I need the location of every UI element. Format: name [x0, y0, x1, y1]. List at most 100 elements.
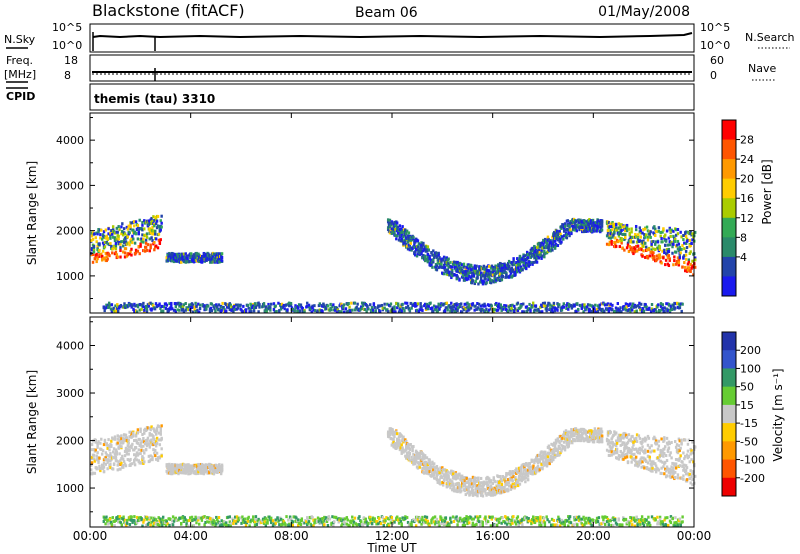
echo-cell [105, 458, 108, 462]
echo-cell [475, 269, 478, 273]
echo-cell [684, 253, 688, 257]
echo-cell [321, 304, 324, 308]
echo-cell [625, 246, 629, 250]
echo-cell [137, 448, 140, 452]
echo-cell [547, 238, 551, 242]
echo-cell [139, 427, 142, 431]
echo-cell [214, 252, 217, 256]
echo-cell [613, 223, 616, 227]
echo-cell [168, 462, 171, 466]
echo-cell [198, 307, 202, 311]
echo-cell [441, 475, 444, 479]
echo-cell [274, 304, 277, 308]
echo-cell [313, 304, 316, 308]
echo-cell [632, 305, 636, 309]
echo-cell [111, 450, 115, 454]
echo-cell [117, 234, 120, 238]
nsky-label: N.Sky [4, 33, 36, 46]
echo-cell [156, 246, 160, 250]
echo-cell [148, 433, 151, 437]
echo-cell [134, 251, 138, 255]
echo-cell [488, 491, 492, 495]
echo-cell [459, 474, 462, 478]
echo-cell [486, 310, 490, 314]
echo-cell [473, 264, 477, 268]
echo-cell [513, 309, 516, 313]
colorbar-frame [721, 119, 737, 297]
echo-cell [378, 304, 382, 308]
echo-cell [130, 237, 133, 241]
echo-cell [576, 307, 580, 311]
echo-cell [338, 304, 341, 308]
echo-cell [220, 305, 223, 309]
echo-cell [445, 301, 448, 305]
echo-cell [611, 228, 614, 232]
echo-cell [387, 310, 390, 314]
echo-cell [428, 470, 431, 474]
echo-cell [161, 309, 165, 313]
echo-cell [491, 493, 495, 497]
echo-cell [440, 262, 443, 266]
nsky-trace [92, 32, 693, 39]
echo-cell [139, 429, 142, 433]
echo-cell [266, 307, 269, 311]
echo-cell [96, 451, 99, 455]
echo-cell [529, 472, 532, 476]
echo-cell [628, 231, 632, 235]
nsky-panel-frame [89, 23, 695, 53]
echo-cell [526, 478, 530, 482]
echo-cell [392, 437, 395, 441]
echo-cell [672, 263, 675, 267]
echo-cell [134, 232, 138, 236]
echo-cell [474, 484, 477, 488]
echo-cell [581, 434, 584, 438]
echo-cell [663, 248, 666, 252]
echo-cell [190, 252, 193, 256]
echo-cell [553, 447, 556, 451]
echo-cell [154, 444, 158, 448]
echo-cell [412, 235, 415, 239]
echo-cell [472, 478, 476, 482]
colorbar-tick-label: 24 [740, 153, 754, 166]
echo-cell [427, 304, 430, 308]
echo-cell [658, 246, 661, 250]
echo-cell [553, 441, 556, 445]
echo-cell [445, 478, 449, 482]
echo-cell [658, 309, 662, 313]
echo-cell [390, 221, 393, 225]
echo-cell [140, 307, 143, 311]
echo-cell [434, 307, 438, 311]
echo-cell [662, 227, 665, 231]
echo-cell [143, 249, 147, 253]
echo-cell [296, 309, 299, 313]
echo-cell [609, 430, 612, 434]
echo-cell [208, 309, 212, 313]
colorbar-segment [722, 237, 736, 258]
echo-cell [665, 252, 669, 256]
echo-cell [127, 241, 130, 245]
echo-cell [423, 254, 427, 258]
nave-tick-bottom: 0 [710, 69, 717, 82]
echo-cell [511, 274, 514, 278]
echo-cell [405, 439, 408, 443]
echo-cell [123, 302, 126, 306]
echo-cell [500, 479, 504, 483]
echo-cell [493, 275, 496, 279]
echo-cell [544, 450, 547, 454]
echo-cell [198, 310, 201, 314]
echo-cell [485, 307, 488, 311]
echo-cell [388, 304, 392, 308]
echo-cell [458, 472, 461, 476]
echo-cell [217, 303, 221, 307]
echo-cell [433, 470, 437, 474]
echo-cell [499, 486, 503, 490]
echo-cell [409, 241, 412, 245]
echo-cell [556, 308, 559, 312]
echo-cell [620, 454, 623, 458]
echo-cell [568, 224, 571, 228]
echo-cell [102, 443, 106, 447]
echo-cell [463, 481, 467, 485]
echo-cell [270, 302, 273, 306]
echo-cell [120, 457, 123, 461]
echo-cell [607, 309, 610, 313]
